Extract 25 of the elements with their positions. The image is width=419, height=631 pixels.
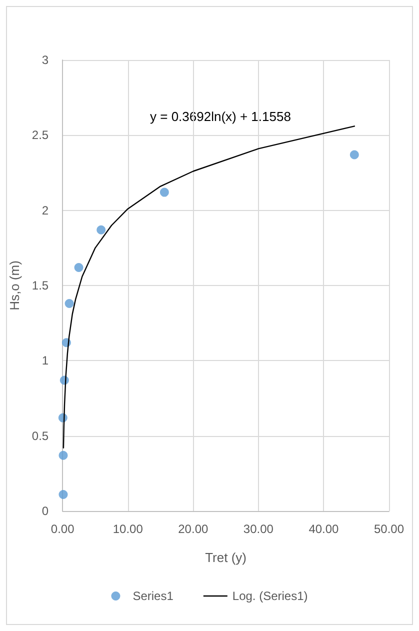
point: [350, 150, 359, 160]
legend-label: Series1: [132, 589, 174, 603]
y-tick-label: 1.5: [32, 278, 49, 292]
point: [64, 299, 74, 308]
point: [96, 225, 106, 234]
point: [160, 188, 169, 197]
x-tick-label: 20.00: [178, 522, 208, 536]
x-tick-label: 50.00: [374, 522, 404, 536]
x-tick-label: 0.00: [50, 522, 75, 536]
annotation: y = 0.3692ln(x) + 1.1558: [150, 109, 291, 124]
point: [58, 450, 68, 460]
x-tick-label: 10.00: [112, 522, 144, 536]
y-tick-label: 2: [42, 203, 49, 218]
y-tick-label: 0.5: [32, 428, 49, 443]
legend-label: Log. (Series1): [232, 589, 308, 603]
y-axis-title: Hs,o (m): [7, 260, 22, 310]
y-tick-label: 1: [42, 354, 49, 368]
x-tick-label: 30.00: [243, 522, 274, 536]
y-tick-label: 0: [42, 504, 49, 518]
y-tick-label: 2.5: [32, 128, 49, 142]
x-tick-label: 40.00: [308, 522, 340, 536]
point: [74, 262, 84, 272]
x-axis-title: Tret (y): [205, 550, 246, 565]
y-tick-label: 3: [42, 53, 49, 67]
point: [58, 490, 68, 499]
